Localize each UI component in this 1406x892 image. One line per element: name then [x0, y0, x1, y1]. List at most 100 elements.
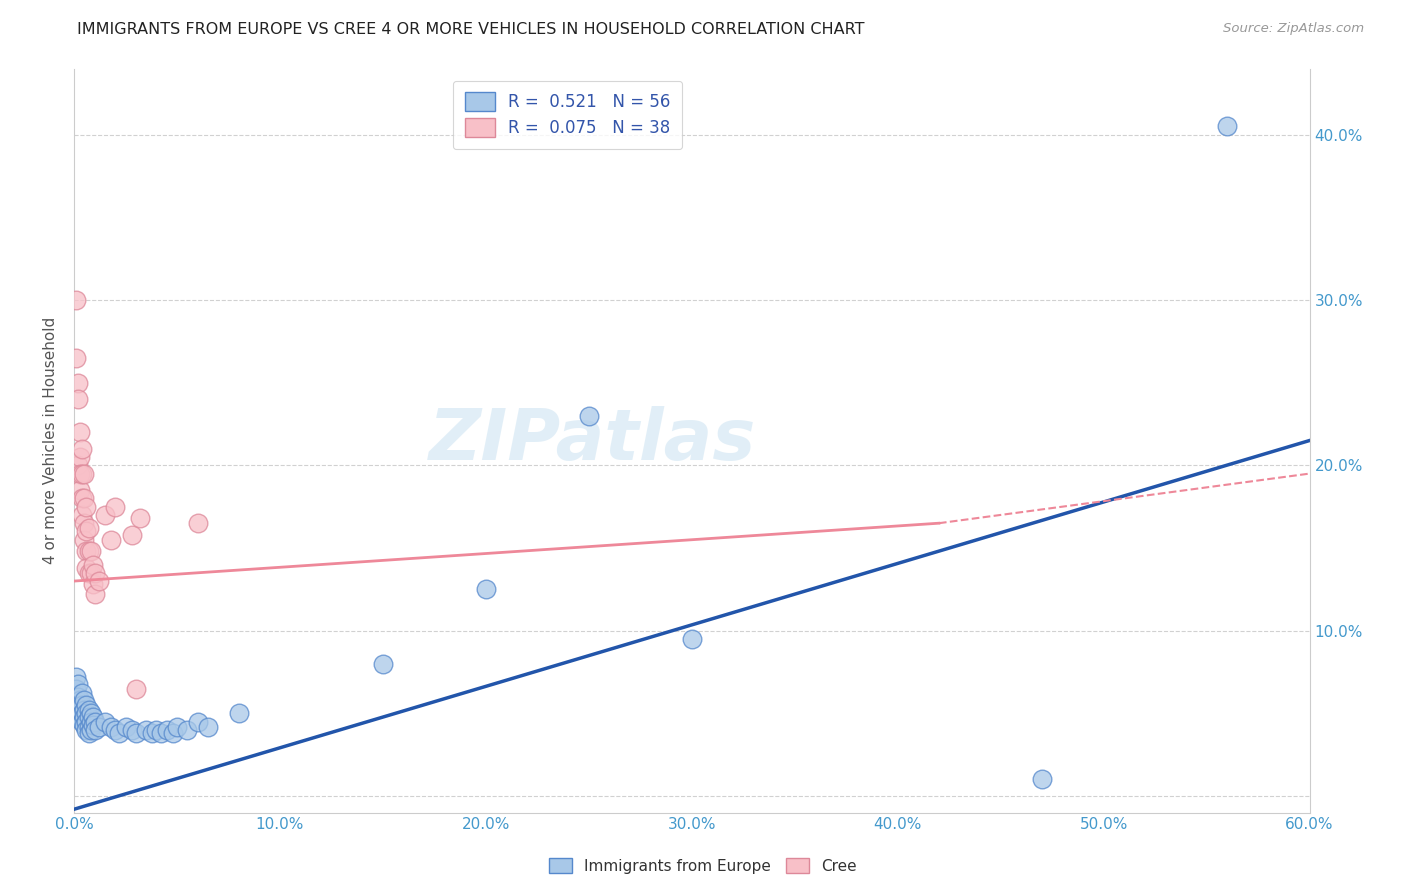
Point — [83, 566, 105, 580]
Point — [145, 723, 167, 737]
Point — [73, 709, 96, 723]
Point — [72, 706, 94, 721]
Point — [75, 544, 97, 558]
Point — [73, 533, 96, 547]
Point — [69, 467, 91, 481]
Point — [135, 723, 157, 737]
Point — [72, 508, 94, 522]
Point — [166, 720, 188, 734]
Point — [83, 714, 105, 729]
Point — [108, 726, 131, 740]
Point — [75, 714, 97, 729]
Point — [82, 558, 104, 572]
Point — [87, 574, 110, 588]
Point — [77, 720, 100, 734]
Text: Source: ZipAtlas.com: Source: ZipAtlas.com — [1223, 22, 1364, 36]
Point — [77, 521, 100, 535]
Point — [197, 720, 219, 734]
Point — [121, 528, 143, 542]
Point — [1216, 120, 1239, 134]
Point — [162, 726, 184, 740]
Point — [75, 723, 97, 737]
Point — [69, 703, 91, 717]
Point — [83, 723, 105, 737]
Point — [69, 483, 91, 497]
Point — [67, 392, 90, 407]
Point — [77, 726, 100, 740]
Point — [1031, 772, 1053, 787]
Point — [187, 516, 209, 531]
Point — [94, 508, 117, 522]
Text: ZIPatlas: ZIPatlas — [429, 406, 756, 475]
Point — [100, 720, 122, 734]
Point — [67, 698, 90, 712]
Point — [73, 703, 96, 717]
Legend: R =  0.521   N = 56, R =  0.075   N = 38: R = 0.521 N = 56, R = 0.075 N = 38 — [453, 80, 682, 149]
Point — [72, 686, 94, 700]
Point — [67, 676, 90, 690]
Point — [69, 450, 91, 464]
Point — [72, 698, 94, 712]
Point — [79, 714, 101, 729]
Point — [73, 718, 96, 732]
Point — [75, 524, 97, 539]
Point — [104, 723, 127, 737]
Point — [681, 632, 703, 646]
Point — [79, 544, 101, 558]
Point — [156, 723, 179, 737]
Point — [94, 714, 117, 729]
Point — [77, 709, 100, 723]
Point — [371, 657, 394, 671]
Point — [69, 693, 91, 707]
Point — [77, 566, 100, 580]
Point — [72, 442, 94, 456]
Point — [65, 681, 87, 696]
Point — [75, 706, 97, 721]
Point — [67, 690, 90, 704]
Point — [87, 720, 110, 734]
Point — [114, 720, 136, 734]
Point — [79, 723, 101, 737]
Point — [82, 709, 104, 723]
Point — [475, 582, 498, 597]
Point — [141, 726, 163, 740]
Point — [228, 706, 250, 721]
Point — [73, 693, 96, 707]
Point — [82, 577, 104, 591]
Point — [83, 587, 105, 601]
Point — [77, 703, 100, 717]
Point — [79, 566, 101, 580]
Point — [77, 544, 100, 558]
Point — [67, 376, 90, 390]
Point — [72, 467, 94, 481]
Point — [125, 681, 148, 696]
Point — [73, 467, 96, 481]
Point — [69, 425, 91, 440]
Legend: Immigrants from Europe, Cree: Immigrants from Europe, Cree — [543, 852, 863, 880]
Y-axis label: 4 or more Vehicles in Household: 4 or more Vehicles in Household — [44, 317, 58, 564]
Point — [73, 516, 96, 531]
Point — [65, 670, 87, 684]
Point — [67, 458, 90, 473]
Point — [125, 726, 148, 740]
Point — [121, 723, 143, 737]
Text: IMMIGRANTS FROM EUROPE VS CREE 4 OR MORE VEHICLES IN HOUSEHOLD CORRELATION CHART: IMMIGRANTS FROM EUROPE VS CREE 4 OR MORE… — [77, 22, 865, 37]
Point — [104, 500, 127, 514]
Point — [187, 714, 209, 729]
Point — [72, 714, 94, 729]
Point — [129, 511, 152, 525]
Point — [75, 698, 97, 712]
Point — [100, 533, 122, 547]
Point — [176, 723, 198, 737]
Point — [73, 491, 96, 506]
Point — [75, 500, 97, 514]
Point — [75, 561, 97, 575]
Point — [578, 409, 600, 423]
Point — [149, 726, 172, 740]
Point — [65, 351, 87, 365]
Point — [79, 706, 101, 721]
Point — [82, 718, 104, 732]
Point — [72, 491, 94, 506]
Point — [65, 293, 87, 307]
Point — [69, 709, 91, 723]
